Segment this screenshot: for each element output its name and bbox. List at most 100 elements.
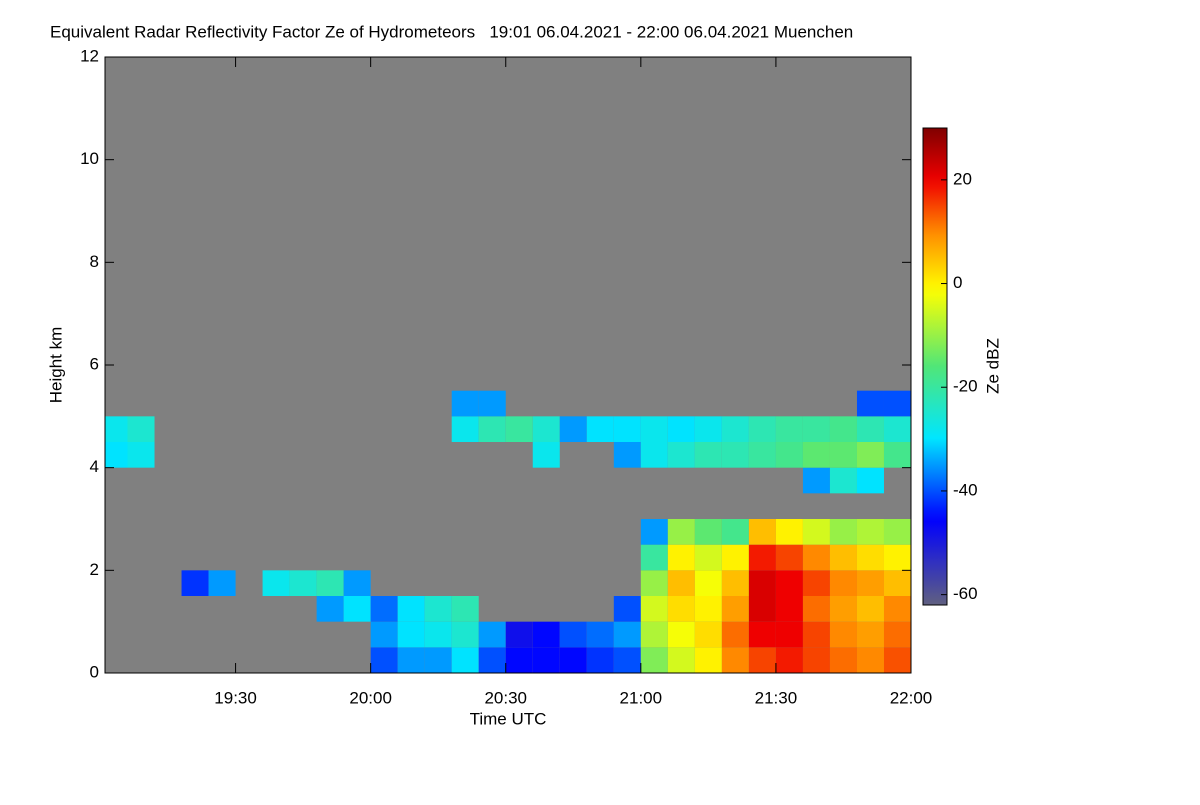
heatmap-cell bbox=[694, 442, 722, 468]
heatmap-cell bbox=[586, 647, 614, 673]
heatmap-cell bbox=[775, 519, 803, 545]
heatmap-cell bbox=[105, 416, 128, 442]
heatmap-cell bbox=[694, 570, 722, 596]
heatmap-cell bbox=[802, 544, 830, 571]
heatmap-cell bbox=[856, 442, 884, 468]
heatmap-cell bbox=[856, 570, 884, 596]
heatmap-cell bbox=[208, 570, 236, 596]
y-tick-label: 2 bbox=[90, 560, 99, 579]
heatmap-cell bbox=[721, 621, 749, 648]
heatmap-cell bbox=[856, 519, 884, 545]
heatmap-cell bbox=[856, 596, 884, 622]
heatmap-cell bbox=[105, 442, 128, 468]
heatmap-cell bbox=[856, 416, 884, 442]
heatmap-cell bbox=[829, 467, 857, 494]
heatmap-cell bbox=[829, 570, 857, 596]
heatmap-cell bbox=[559, 621, 587, 648]
heatmap-cell bbox=[532, 416, 560, 442]
heatmap-cell bbox=[478, 621, 506, 648]
heatmap-cell bbox=[748, 416, 776, 442]
heatmap-cell bbox=[829, 647, 857, 673]
heatmap-cell bbox=[640, 416, 668, 442]
heatmap-cell bbox=[775, 442, 803, 468]
heatmap-cell bbox=[775, 647, 803, 673]
heatmap-cell bbox=[802, 570, 830, 596]
y-tick-label: 10 bbox=[80, 149, 99, 168]
heatmap-cell bbox=[532, 647, 560, 673]
heatmap-cell bbox=[802, 647, 830, 673]
heatmap-cell bbox=[451, 390, 479, 417]
heatmap-cell bbox=[316, 596, 344, 622]
heatmap-cell bbox=[640, 647, 668, 673]
heatmap-cell bbox=[829, 442, 857, 468]
heatmap-cell bbox=[748, 570, 776, 596]
heatmap-cell bbox=[397, 621, 425, 648]
heatmap-cell bbox=[829, 544, 857, 571]
heatmap-cell bbox=[451, 596, 479, 622]
heatmap-cell bbox=[370, 596, 398, 622]
heatmap-cell bbox=[748, 442, 776, 468]
heatmap-cell bbox=[694, 544, 722, 571]
heatmap-cell bbox=[478, 647, 506, 673]
plot-area: 0 2 4 6 8 10 12 19:30 20:00 20:30 21:00 21:30 22:00 bbox=[80, 46, 932, 707]
heatmap-cell bbox=[586, 416, 614, 442]
heatmap-cell bbox=[883, 416, 911, 442]
x-tick-label: 19:30 bbox=[214, 688, 257, 707]
y-tick-label: 6 bbox=[90, 354, 99, 373]
heatmap-cell bbox=[883, 519, 911, 545]
y-tick-label: 12 bbox=[80, 46, 99, 65]
heatmap-cell bbox=[775, 596, 803, 622]
heatmap-cell bbox=[640, 570, 668, 596]
heatmap-cell bbox=[802, 519, 830, 545]
heatmap-cell bbox=[451, 647, 479, 673]
heatmap-cell bbox=[424, 621, 452, 648]
colorbar-tick-label: -40 bbox=[953, 480, 978, 499]
heatmap-cell bbox=[667, 442, 695, 468]
heatmap-cell bbox=[802, 467, 830, 494]
y-tick-label: 8 bbox=[90, 252, 99, 271]
heatmap-cell bbox=[721, 570, 749, 596]
heatmap-cell bbox=[883, 442, 911, 468]
heatmap-cell bbox=[613, 621, 641, 648]
heatmap-cell bbox=[775, 570, 803, 596]
heatmap-cell bbox=[721, 544, 749, 571]
heatmap-cell bbox=[613, 647, 641, 673]
heatmap-cell bbox=[748, 621, 776, 648]
heatmap-cell bbox=[856, 467, 884, 494]
heatmap-cell bbox=[127, 416, 155, 442]
heatmap-cell bbox=[289, 570, 317, 596]
y-tick-label: 4 bbox=[90, 457, 99, 476]
heatmap-cell bbox=[316, 570, 344, 596]
heatmap-cell bbox=[829, 596, 857, 622]
heatmap-cell bbox=[667, 416, 695, 442]
heatmap-cell bbox=[748, 544, 776, 571]
heatmap-cell bbox=[532, 621, 560, 648]
x-tick-label: 21:30 bbox=[755, 688, 798, 707]
heatmap-cell bbox=[370, 647, 398, 673]
heatmap-cell bbox=[667, 570, 695, 596]
heatmap-cell bbox=[667, 621, 695, 648]
heatmap-cell bbox=[694, 519, 722, 545]
heatmap-cell bbox=[559, 647, 587, 673]
colorbar-tick-label: -20 bbox=[953, 377, 978, 396]
heatmap-cell bbox=[748, 596, 776, 622]
heatmap-cell bbox=[640, 596, 668, 622]
heatmap-cell bbox=[721, 647, 749, 673]
x-tick-label: 20:00 bbox=[349, 688, 392, 707]
heatmap-cell bbox=[802, 442, 830, 468]
heatmap-cell bbox=[829, 621, 857, 648]
colorbar-tick-label: -60 bbox=[953, 584, 978, 603]
x-tick-label: 21:00 bbox=[620, 688, 663, 707]
x-axis-label: Time UTC bbox=[470, 709, 547, 728]
heatmap-cell bbox=[694, 647, 722, 673]
heatmap-cell bbox=[856, 544, 884, 571]
heatmap-cell bbox=[856, 647, 884, 673]
heatmap-cell bbox=[613, 596, 641, 622]
heatmap-cell bbox=[640, 442, 668, 468]
heatmap-cell bbox=[775, 416, 803, 442]
colorbar-label: Ze dBZ bbox=[983, 338, 1002, 394]
colorbar: 20 0 -20 -40 -60 bbox=[922, 127, 978, 606]
heatmap-cell bbox=[262, 570, 290, 596]
heatmap-cell bbox=[883, 596, 911, 622]
